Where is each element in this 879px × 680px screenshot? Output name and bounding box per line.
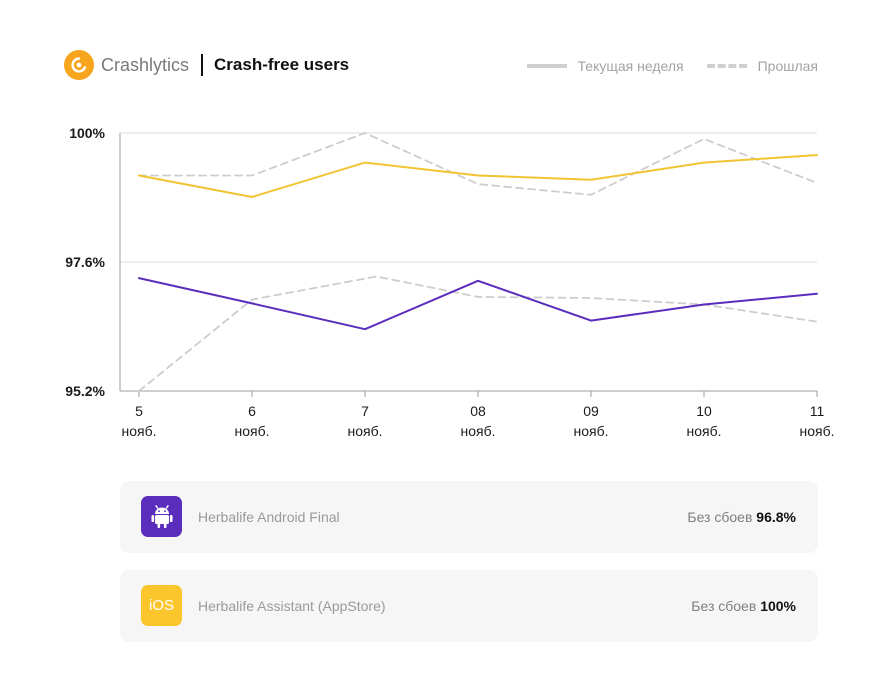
y-tick-label: 97.6%: [65, 254, 105, 270]
app-card-android[interactable]: Herbalife Android Final Без сбоев 96.8%: [120, 481, 818, 553]
legend-dashed-swatch: [706, 64, 747, 68]
x-tick-day: 11: [810, 403, 825, 419]
chart-header: Crashlytics Crash-free users: [64, 48, 349, 82]
x-tick-month: нояб.: [573, 423, 608, 439]
x-tick-month: нояб.: [460, 423, 495, 439]
android-icon: [141, 496, 182, 537]
ios-icon-label: iOS: [148, 597, 174, 614]
crash-free-value: 100%: [760, 598, 796, 614]
x-tick-day: 5: [135, 403, 143, 419]
crash-free-stat: Без сбоев 96.8%: [687, 481, 796, 553]
x-tick-month: нояб.: [347, 423, 382, 439]
current-week-line: [138, 277, 818, 331]
app-name: Herbalife Assistant (AppStore): [198, 598, 386, 614]
legend-current-label: Текущая неделя: [577, 58, 684, 74]
app-card-ios[interactable]: iOS Herbalife Assistant (AppStore) Без с…: [120, 570, 818, 642]
x-tick-day: 10: [696, 403, 712, 419]
x-tick-month: нояб.: [121, 423, 156, 439]
brand-name: Crashlytics: [101, 54, 190, 75]
legend-previous-label: Прошлая: [757, 58, 818, 74]
previous-week-line: [138, 132, 818, 196]
x-tick-day: 7: [361, 403, 369, 419]
ios-icon: iOS: [141, 585, 182, 626]
chart-legend: Текущая неделя Прошлая: [526, 58, 818, 74]
current-week-line: [138, 154, 818, 198]
x-tick-day: 09: [583, 403, 599, 419]
legend-solid-swatch: [526, 64, 567, 68]
crash-free-value: 96.8%: [756, 509, 796, 525]
y-tick-label: 100%: [69, 125, 105, 141]
previous-week-line: [138, 275, 818, 392]
crashlytics-logo-icon: [64, 50, 94, 80]
report-title: Crash-free users: [214, 55, 350, 74]
y-tick-label: 95.2%: [65, 383, 105, 399]
crash-free-chart: 100% 97.6% 95.2% 5 нояб. 6 нояб. 7 нояб. 08 нояб. 0…: [65, 125, 834, 439]
x-tick-month: нояб.: [686, 423, 721, 439]
x-tick-month: нояб.: [234, 423, 269, 439]
x-tick-day: 6: [248, 403, 256, 419]
x-tick-month: нояб.: [799, 423, 834, 439]
status-label: Без сбоев: [691, 598, 757, 614]
app-name: Herbalife Android Final: [198, 509, 340, 525]
x-tick-day: 08: [470, 403, 486, 419]
header-divider: [201, 54, 204, 76]
crash-free-stat: Без сбоев 100%: [691, 570, 796, 642]
status-label: Без сбоев: [687, 509, 753, 525]
